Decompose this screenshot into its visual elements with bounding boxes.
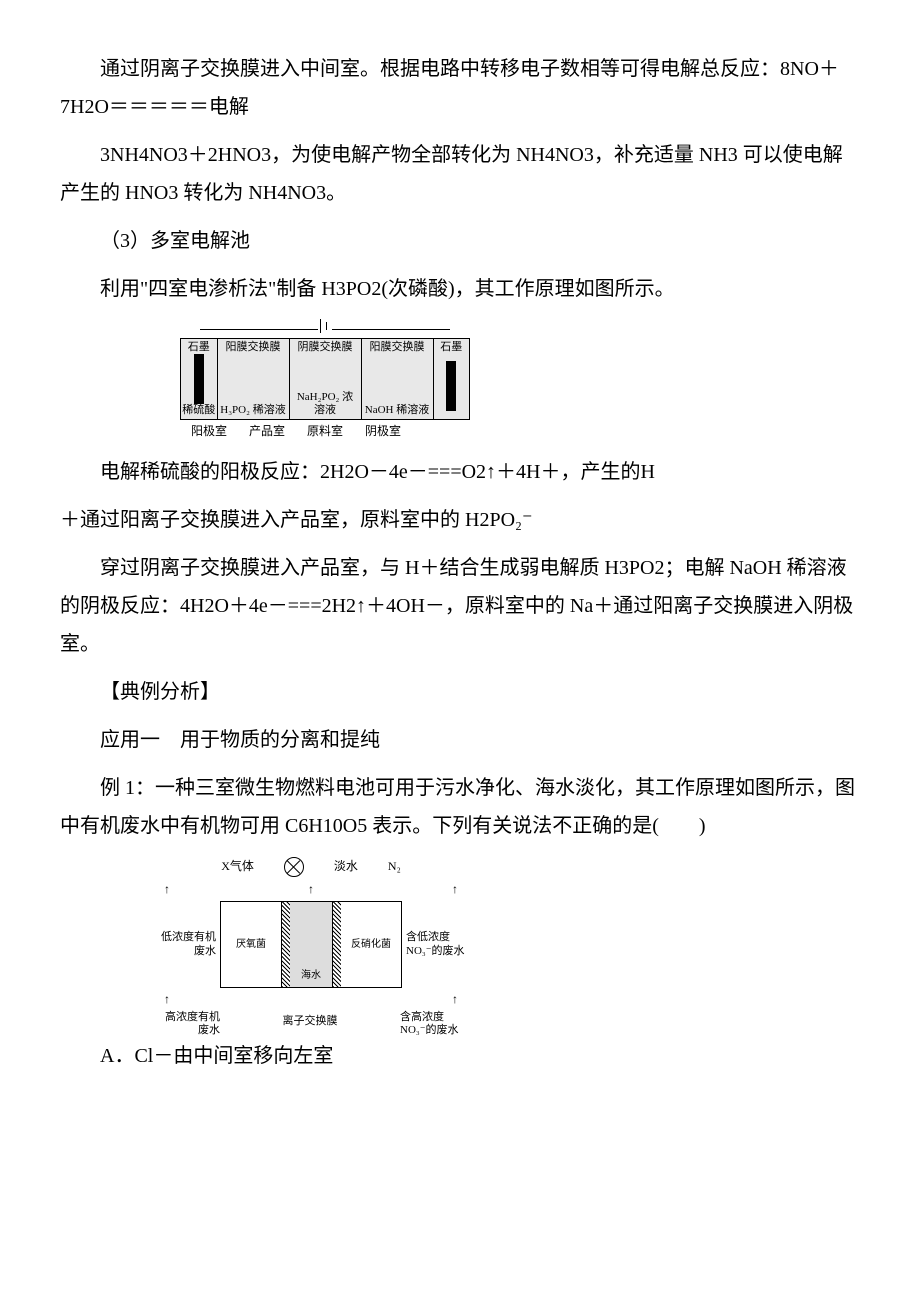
arrow-up-icon: ↑ (308, 878, 314, 901)
label-raw-solution: NaH₂PO₂ 浓溶液 (292, 391, 359, 417)
label-raw-room: 原料室 (296, 420, 354, 443)
paragraph-2: 3NH4NO3＋2HNO3，为使电解产物全部转化为 NH4NO3，补充适量 NH… (60, 136, 860, 212)
label-seawater: 海水 (290, 966, 332, 985)
label-high-organic-in: 高浓度有机废水 (156, 1011, 220, 1037)
paragraph-4: 利用"四室电渗析法"制备 H3PO2(次磷酸)，其工作原理如图所示。 (60, 270, 860, 308)
label-low-no3-out: 含低浓度NO₃⁻的废水 (406, 930, 466, 959)
label-ion-membrane: 离子交换膜 (220, 1011, 400, 1037)
label-anode-room: 阳极室 (180, 420, 238, 443)
membrane-left (282, 902, 290, 987)
membrane-right (333, 902, 341, 987)
label-cathode-solution: NaOH 稀溶液 (364, 404, 431, 417)
paragraph-1: 通过阴离子交换膜进入中间室。根据电路中转移电子数相等可得电解总反应：8NO＋7H… (60, 50, 860, 126)
paragraph-5a: 电解稀硫酸的阳极反应：2H2O－4e－===O2↑＋4H＋，产生的H (60, 453, 860, 491)
label-anode-solution: 稀硫酸 (182, 404, 216, 417)
label-product-room: 产品室 (238, 420, 296, 443)
label-anaerobic: 厌氧菌 (221, 935, 281, 954)
bulb-icon (284, 857, 304, 877)
label-cation-membrane-1: 阳膜交换膜 (220, 341, 287, 354)
electrode-left (194, 354, 204, 404)
arrow-up-icon: ↑ (164, 878, 170, 901)
paragraph-3: （3）多室电解池 (60, 222, 860, 260)
label-high-no3-in: 含高浓度NO₃⁻的废水 (400, 1011, 464, 1037)
paragraph-5b: ＋通过阳离子交换膜进入产品室，原料室中的 H2PO₂⁻ (60, 501, 860, 539)
paragraph-9: 例 1：一种三室微生物燃料电池可用于污水净化、海水淡化，其工作原理如图所示，图中… (60, 769, 860, 845)
label-anion-membrane: 阴膜交换膜 (292, 341, 359, 354)
electrolysis-cell-diagram: 石墨 稀硫酸 阳膜交换膜 H₃PO₂ 稀溶液 阴膜交换膜 NaH₂PO₂ 浓溶液… (180, 318, 860, 443)
arrow-up-icon: ↑ (452, 988, 458, 1011)
paragraph-7: 【典例分析】 (60, 673, 860, 711)
option-a: A．Cl－由中间室移向左室 (60, 1037, 860, 1075)
label-low-organic-out: 低浓度有机废水 (156, 930, 216, 959)
label-product-solution: H₃PO₂ 稀溶液 (220, 404, 287, 417)
label-graphite-right: 石墨 (435, 341, 469, 354)
label-graphite-left: 石墨 (182, 341, 216, 354)
electrode-right (446, 361, 456, 411)
label-n2: N₂ (388, 855, 401, 878)
label-freshwater: 淡水 (334, 855, 358, 878)
arrow-up-icon: ↑ (452, 878, 458, 901)
label-cathode-room: 阴极室 (354, 420, 412, 443)
paragraph-6: 穿过阴离子交换膜进入产品室，与 H＋结合生成弱电解质 H3PO2；电解 NaOH… (60, 549, 860, 663)
arrow-up-icon: ↑ (164, 988, 170, 1011)
label-denitrify: 反硝化菌 (341, 935, 401, 954)
label-x-gas: X气体 (221, 855, 254, 878)
fuel-cell-diagram: X气体 淡水 N₂ ↑ ↑ ↑ 低浓度有机废水 厌氧菌 海水 反硝化菌 含低浓度… (156, 855, 466, 1037)
paragraph-8: 应用一 用于物质的分离和提纯 (60, 721, 860, 759)
label-cation-membrane-2: 阳膜交换膜 (364, 341, 431, 354)
